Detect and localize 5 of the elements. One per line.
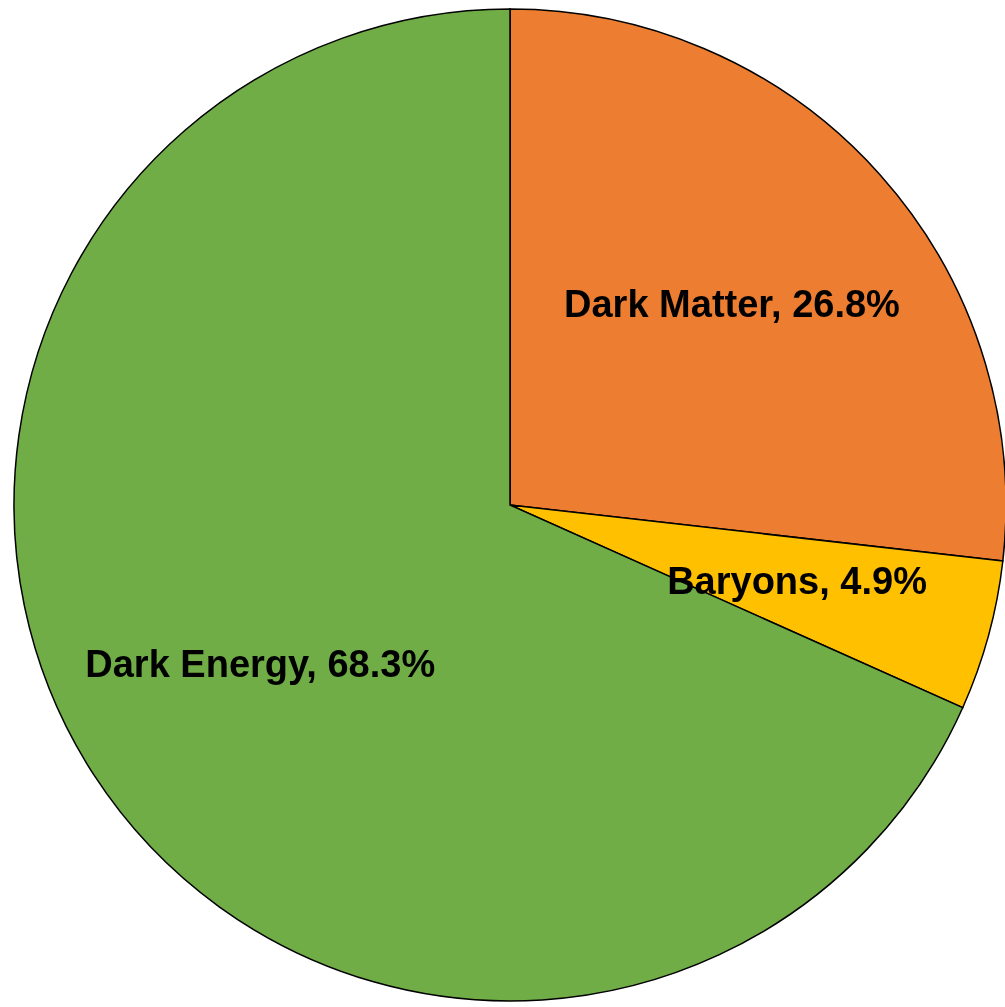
slice-label: Dark Matter: [564, 282, 774, 325]
slice-label: Dark Energy: [85, 642, 310, 685]
slice-label: Baryons: [667, 559, 820, 602]
data-label: , 4.9%: [819, 559, 927, 602]
data-label: , 26.8%: [771, 282, 900, 325]
